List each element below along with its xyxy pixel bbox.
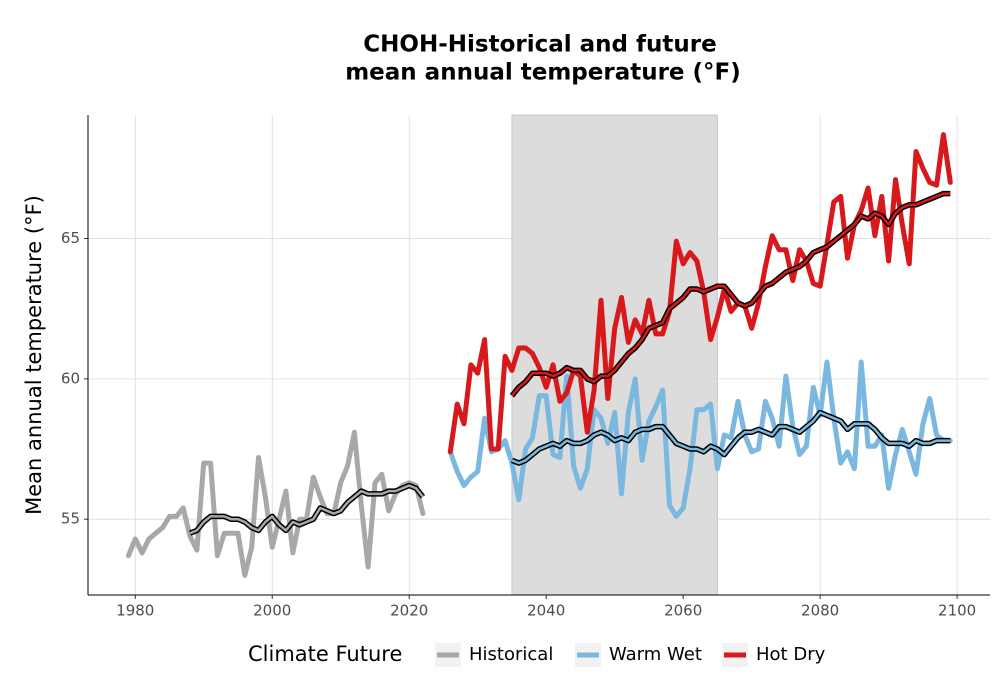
x-tick-label: 2100 — [938, 602, 976, 620]
x-tick-label: 2060 — [664, 602, 702, 620]
smooth-line — [511, 411, 951, 465]
legend-label: Warm Wet — [609, 644, 702, 665]
legend-label: Historical — [469, 644, 553, 665]
x-tick-label: 2080 — [801, 602, 839, 620]
x-tick-label: 1980 — [116, 602, 154, 620]
series-line — [125, 429, 426, 578]
series-line — [447, 132, 953, 455]
series-line — [447, 359, 953, 519]
x-tick-label: 2040 — [527, 602, 565, 620]
y-tick-label: 60 — [61, 369, 80, 387]
y-tick-label: 55 — [61, 510, 80, 528]
shaded-period — [511, 114, 718, 596]
x-tick-label: 2020 — [390, 602, 428, 620]
y-axis-label: Mean annual temperature (°F) — [22, 195, 46, 515]
y-tick-label: 65 — [61, 229, 80, 247]
smooth-line — [510, 192, 951, 397]
x-tick-label: 2000 — [253, 602, 291, 620]
legend-title: Climate Future — [248, 642, 402, 666]
chart-title: CHOH-Historical and future — [363, 32, 716, 58]
chart-title: mean annual temperature (°F) — [345, 60, 741, 86]
smooth-line — [189, 484, 424, 535]
legend-label: Hot Dry — [756, 644, 826, 665]
